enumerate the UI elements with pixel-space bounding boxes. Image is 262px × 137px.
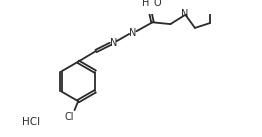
- Text: Cl: Cl: [64, 112, 74, 122]
- Text: N: N: [129, 28, 137, 38]
- Text: O: O: [154, 0, 161, 8]
- Text: N: N: [181, 9, 188, 19]
- Text: H: H: [141, 0, 149, 8]
- Text: HCl: HCl: [23, 117, 41, 127]
- Text: N: N: [110, 38, 118, 48]
